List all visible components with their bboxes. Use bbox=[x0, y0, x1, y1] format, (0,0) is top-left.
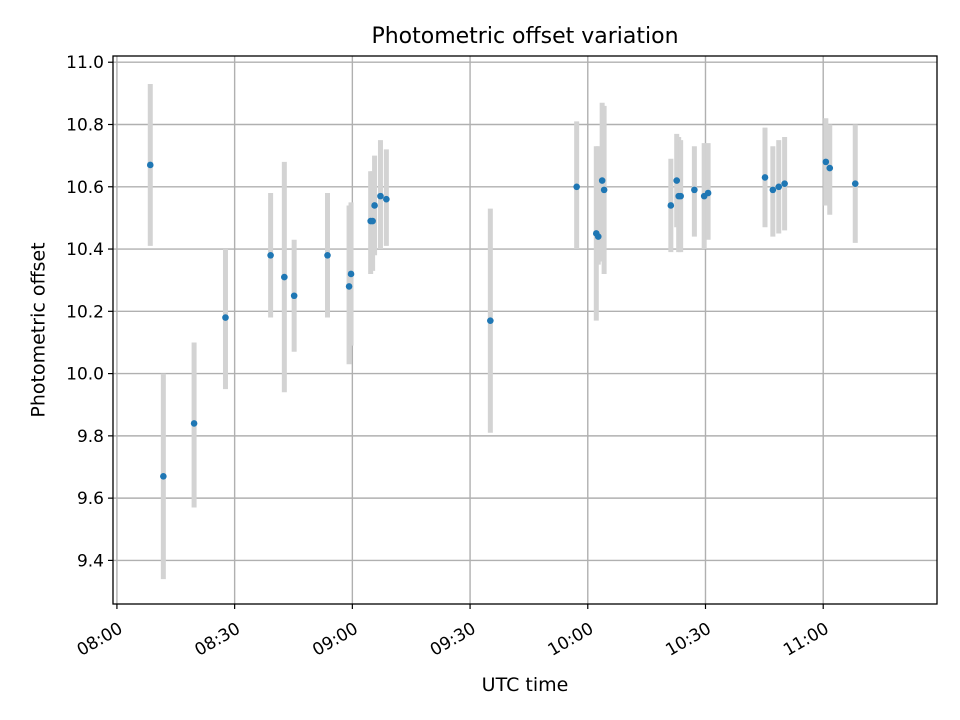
data-point bbox=[667, 202, 675, 209]
data-point bbox=[691, 186, 698, 194]
x-tick-label: 11:00 bbox=[780, 619, 832, 661]
x-tick-label: 10:30 bbox=[662, 619, 714, 661]
grid bbox=[113, 56, 937, 604]
data-points bbox=[146, 158, 859, 480]
data-point bbox=[673, 177, 681, 184]
data-point bbox=[487, 317, 494, 324]
x-tick-label: 08:30 bbox=[192, 619, 244, 661]
x-axis-label: UTC time bbox=[482, 674, 569, 696]
data-point bbox=[704, 189, 712, 197]
data-point bbox=[781, 180, 788, 187]
y-tick-label: 10.2 bbox=[66, 302, 104, 322]
data-point bbox=[775, 183, 783, 191]
data-point bbox=[290, 292, 298, 300]
data-point bbox=[190, 420, 198, 427]
data-point bbox=[769, 186, 777, 194]
data-point bbox=[267, 251, 274, 259]
y-tick-label: 9.8 bbox=[77, 427, 104, 447]
y-axis-label: Photometric offset bbox=[28, 242, 50, 417]
y-tick-label: 10.0 bbox=[66, 365, 104, 385]
y-tick-label: 10.6 bbox=[66, 178, 104, 198]
data-point bbox=[369, 217, 376, 225]
error-bars bbox=[147, 84, 858, 580]
y-tick-label: 11.0 bbox=[66, 53, 104, 73]
data-point bbox=[594, 233, 602, 240]
x-tick-label: 10:00 bbox=[545, 619, 597, 661]
ticks: 08:00 08:30 09:00 09:30 10:00 10:30 11:00 9.4 9.… bbox=[66, 53, 832, 660]
data-point bbox=[383, 195, 390, 203]
plot-area-frame bbox=[112, 55, 938, 605]
data-point bbox=[600, 186, 608, 194]
data-point bbox=[160, 473, 167, 480]
y-tick-label: 9.4 bbox=[77, 551, 104, 571]
data-point bbox=[598, 177, 606, 184]
data-point bbox=[146, 161, 154, 169]
data-point bbox=[377, 192, 384, 200]
data-point bbox=[222, 314, 229, 321]
data-point bbox=[826, 164, 834, 172]
data-point bbox=[851, 180, 859, 187]
x-tick-label: 09:00 bbox=[309, 619, 361, 661]
data-point bbox=[822, 158, 830, 166]
x-tick-label: 08:00 bbox=[74, 619, 126, 661]
x-tick-label: 09:30 bbox=[427, 619, 479, 661]
data-point bbox=[324, 251, 331, 259]
chart-title: Photometric offset variation bbox=[371, 24, 678, 49]
y-tick-label: 9.6 bbox=[77, 489, 104, 509]
data-point bbox=[761, 174, 769, 181]
y-tick-label: 10.8 bbox=[66, 116, 104, 136]
y-tick-label: 10.4 bbox=[66, 240, 104, 260]
data-point bbox=[573, 183, 580, 191]
data-point bbox=[371, 202, 378, 209]
data-point bbox=[281, 273, 288, 281]
data-point bbox=[345, 283, 353, 290]
data-point bbox=[347, 270, 355, 278]
data-point bbox=[677, 192, 684, 200]
